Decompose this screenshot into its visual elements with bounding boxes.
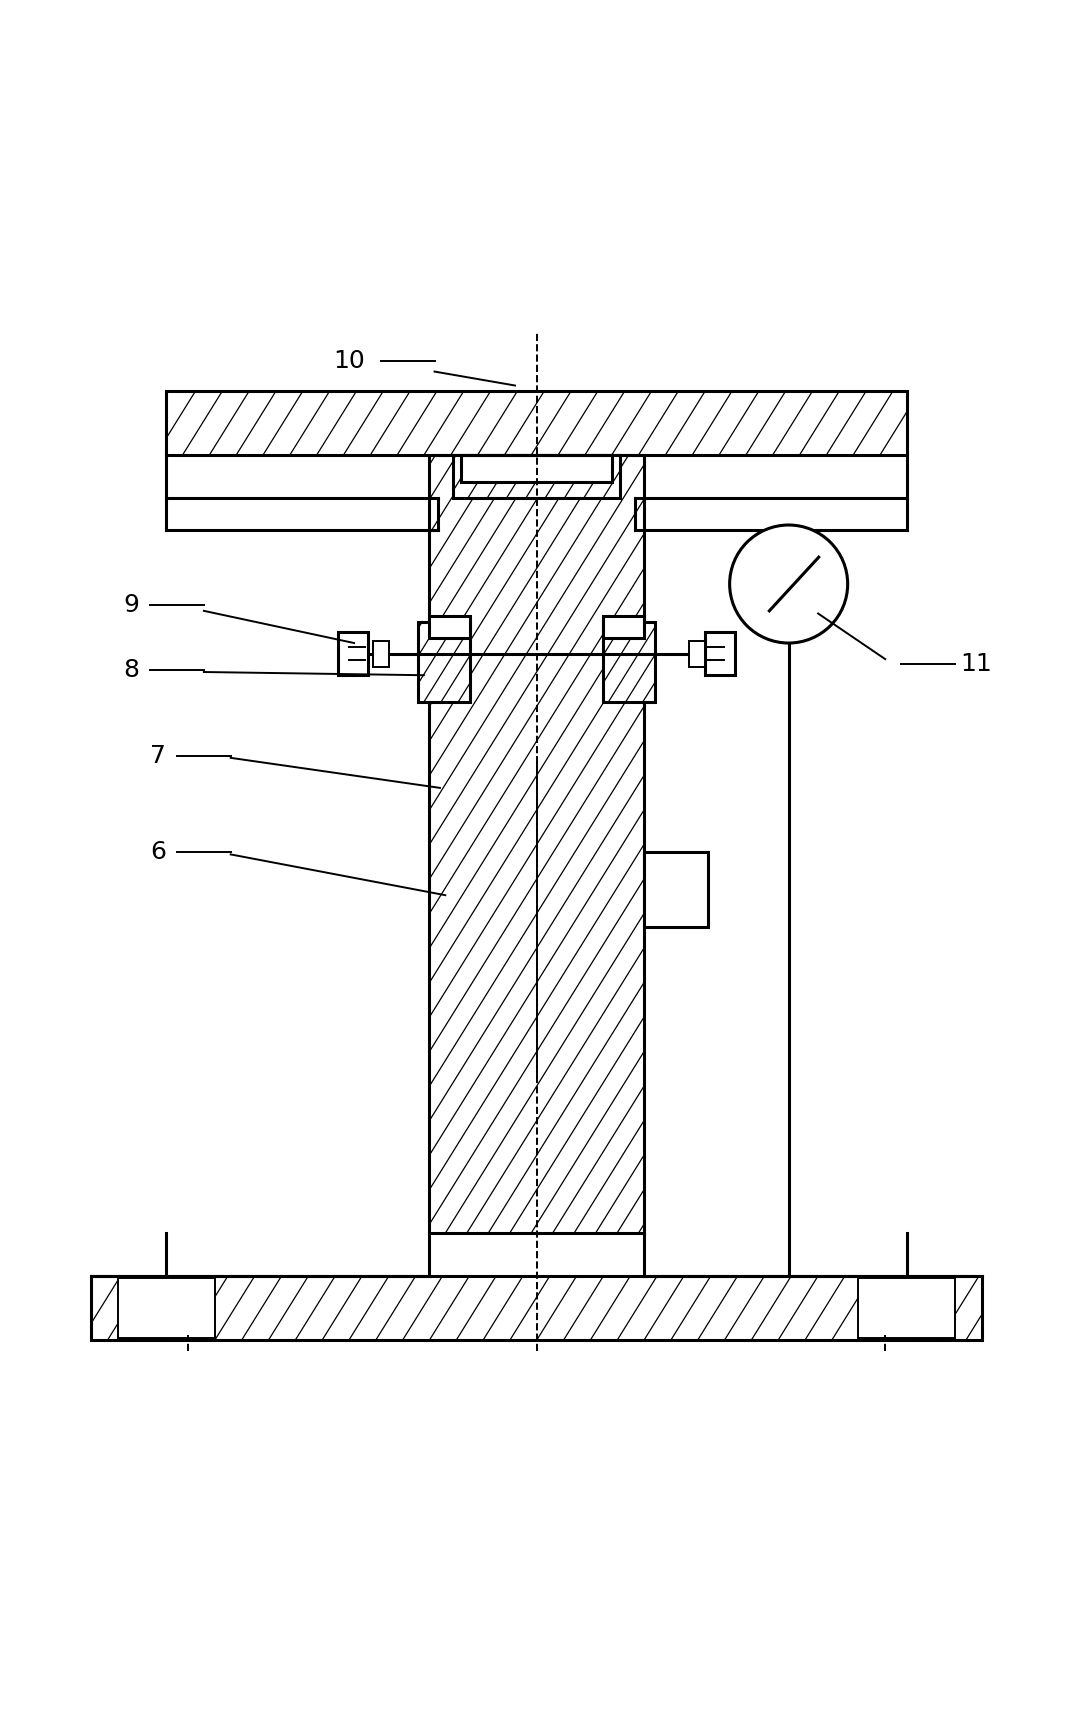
Bar (429, 456, 644, 1232)
Bar (461, 456, 612, 482)
Bar (429, 616, 470, 637)
Bar (91, 1276, 982, 1341)
Bar (453, 456, 620, 499)
Bar (603, 621, 655, 702)
Text: 7: 7 (150, 744, 166, 768)
Bar (603, 616, 644, 637)
Circle shape (730, 525, 848, 644)
Text: 9: 9 (123, 594, 139, 618)
Bar (644, 853, 708, 927)
Bar (166, 390, 907, 456)
Bar (689, 640, 705, 666)
Bar (338, 632, 368, 675)
Bar (858, 1279, 955, 1338)
Bar (418, 621, 470, 702)
Text: 6: 6 (150, 841, 166, 865)
Text: 8: 8 (123, 658, 139, 682)
Bar (91, 1276, 982, 1341)
Bar (418, 621, 470, 702)
Bar (166, 390, 907, 456)
Bar (373, 640, 389, 666)
Bar (429, 456, 644, 1232)
Bar (118, 1279, 215, 1338)
Bar (453, 456, 620, 499)
Text: 11: 11 (960, 652, 993, 677)
Bar (603, 621, 655, 702)
Bar (705, 632, 735, 675)
Text: 10: 10 (333, 349, 365, 373)
